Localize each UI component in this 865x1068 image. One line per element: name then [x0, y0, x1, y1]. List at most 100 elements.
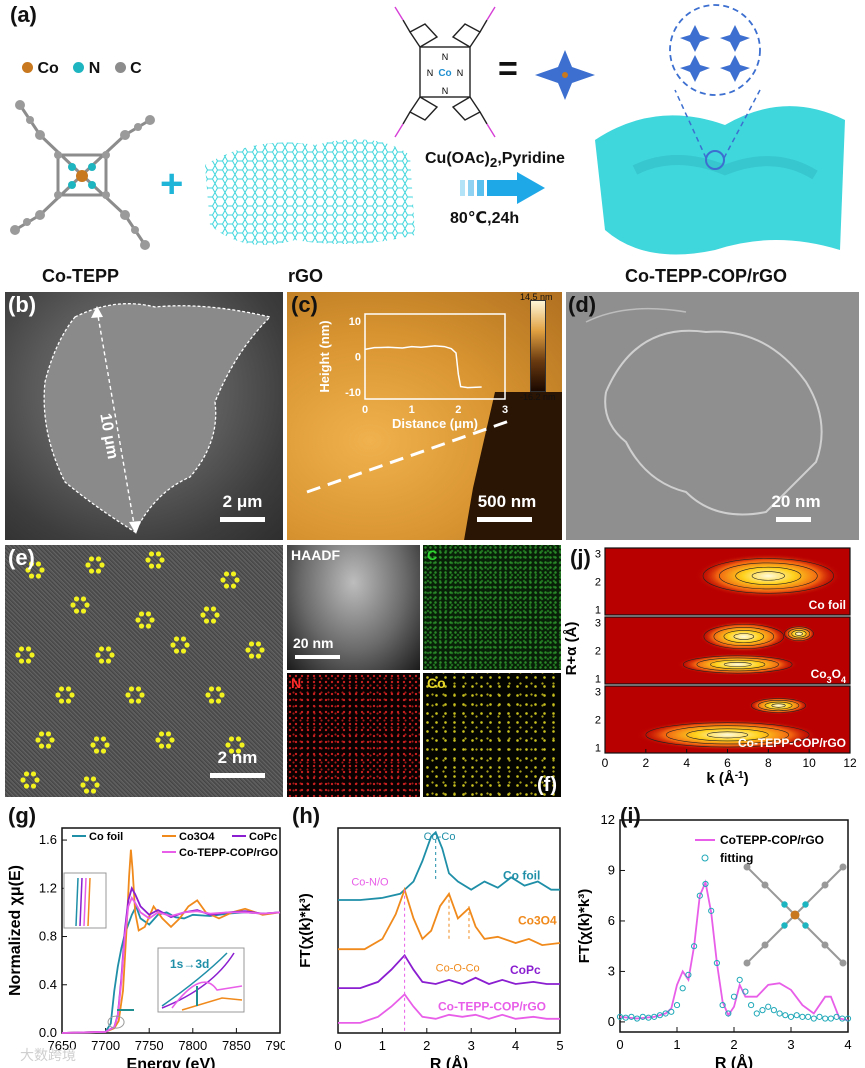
wt-map-frame — [604, 616, 851, 685]
sem-scale-bar — [220, 517, 265, 522]
wt-intensity-blob — [782, 624, 816, 643]
atom-marker — [255, 641, 262, 647]
atom-marker — [83, 788, 90, 794]
height-profile-line — [364, 345, 482, 389]
panel-label-i: (i) — [620, 803, 641, 828]
cop-surface-image — [595, 4, 845, 255]
plot-frame — [61, 827, 281, 1034]
series-line — [338, 886, 561, 951]
legend-marker — [701, 854, 709, 862]
fitting-point — [622, 1014, 629, 1021]
wt-intensity-blob — [694, 553, 842, 599]
inset-curve — [181, 997, 243, 1011]
wt-contour — [696, 657, 779, 672]
atom-marker — [28, 573, 35, 579]
y-tick-label: 2 — [595, 577, 601, 589]
wt-map-label: Co-TEPP-COP/rGO — [738, 736, 846, 750]
atom-marker — [155, 551, 162, 557]
reagent-rest: ,Pyridine — [497, 150, 565, 167]
atom-marker — [55, 692, 61, 698]
atom-marker — [208, 686, 215, 692]
panel-label-a: (a) — [10, 2, 37, 27]
fitting-point — [782, 1012, 789, 1019]
reagent-text: Cu(OAc)2,Pyridine — [425, 150, 565, 170]
atom-marker — [225, 742, 231, 748]
fitting-point — [810, 1015, 817, 1022]
atom-marker — [128, 686, 135, 692]
atom-marker — [84, 602, 90, 608]
inset-line — [75, 877, 79, 927]
hrtem-scale-bar — [210, 773, 265, 778]
label-co-tepp: Co-TEPP — [42, 266, 120, 286]
y-tick-label: 0.0 — [39, 1025, 57, 1040]
x-tick-label: 1 — [673, 1037, 680, 1052]
wt-contour — [735, 566, 802, 585]
label-product: Co-TEPP-COP/rGO — [625, 266, 788, 286]
porphyrin-molecule-image — [743, 863, 847, 967]
fitting-point — [730, 993, 738, 1000]
fitting-point — [742, 988, 749, 995]
atom-marker — [239, 742, 245, 748]
atom-marker — [173, 636, 180, 642]
atom-marker — [235, 748, 242, 754]
atom-marker — [155, 563, 162, 569]
y-tick-label: 1.2 — [39, 880, 57, 895]
fitting-point — [668, 1008, 675, 1015]
series-line — [338, 953, 560, 989]
atom-marker — [73, 596, 80, 602]
x-tick-label: 3 — [787, 1037, 794, 1052]
panel-label-h: (h) — [292, 803, 321, 828]
annotation-co-o-co: Co-O-Co — [436, 963, 480, 975]
atom-marker — [255, 653, 262, 659]
atom-marker — [20, 777, 26, 783]
fitting-point — [616, 1013, 624, 1020]
y-tick-label: 2 — [595, 715, 601, 727]
plus-sign: + — [160, 162, 184, 206]
fitting-point — [679, 985, 686, 992]
atom-marker — [88, 568, 95, 574]
tem-image-panel: 20 nm — [566, 292, 859, 540]
wt-contour — [723, 630, 765, 643]
atom-marker — [173, 648, 180, 654]
atom-marker — [215, 698, 222, 704]
sem-scale-label: 2 μm — [222, 492, 263, 511]
atom-marker — [100, 736, 107, 742]
reagent-subscript: 2 — [489, 155, 498, 171]
tem-scale-label: 20 nm — [771, 492, 821, 511]
atom-marker — [98, 646, 105, 652]
y-axis-label: FT(χ(k)*k³) — [576, 889, 593, 963]
fitting-point — [725, 1010, 732, 1017]
inset-ylabel: Height (nm) — [317, 320, 332, 392]
wt-map-label: Co3O4 — [811, 667, 846, 685]
atom-marker — [98, 658, 105, 664]
haadf-map: HAADF 20 nm — [287, 545, 420, 670]
atom-marker — [105, 658, 112, 664]
atom-marker — [15, 652, 21, 658]
atom-marker — [49, 737, 55, 743]
series-line — [619, 879, 849, 1022]
atom-marker — [180, 636, 187, 642]
inset-line — [83, 877, 87, 927]
legend-c: C — [130, 60, 142, 77]
atom-marker — [203, 618, 210, 624]
atom-marker — [184, 642, 190, 648]
atom-marker — [210, 606, 217, 612]
atom-marker — [65, 686, 72, 692]
fitting-point — [776, 1010, 783, 1017]
inset-xtick: 3 — [502, 404, 508, 416]
atom-marker — [145, 623, 152, 629]
atom-marker — [219, 692, 225, 698]
fitting-point — [787, 1013, 795, 1020]
atom-marker — [109, 652, 115, 658]
atom-marker — [35, 737, 41, 743]
atom-marker — [148, 551, 155, 557]
y-tick-label: 1 — [595, 742, 601, 754]
nitrogen-label: N — [291, 675, 302, 691]
atom-marker — [135, 617, 141, 623]
y-axis-label: Normalized χμ(E) — [7, 865, 24, 996]
x-tick-label: 2 — [642, 756, 649, 770]
fitting-point — [753, 1010, 760, 1017]
rgo-sheet-image — [205, 139, 415, 245]
